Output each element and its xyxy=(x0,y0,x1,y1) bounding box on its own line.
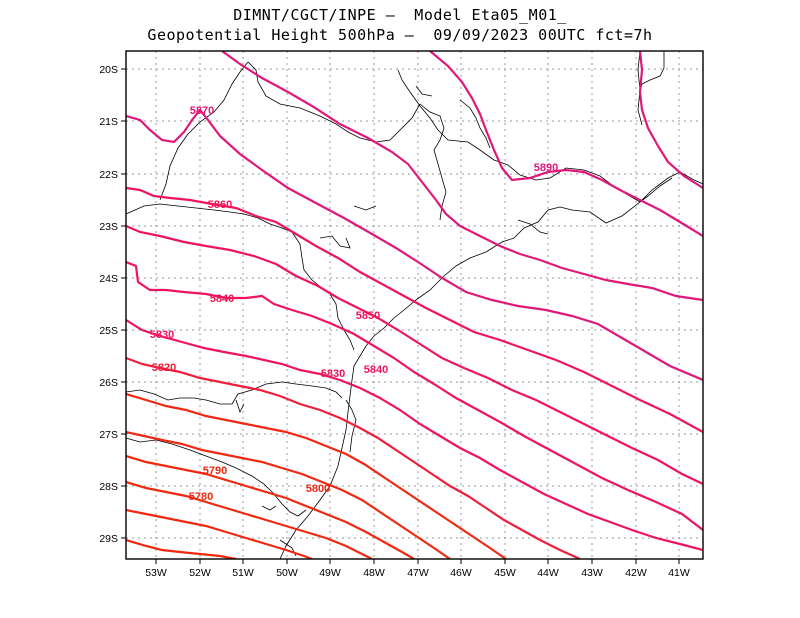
contour-label: 5830 xyxy=(150,329,174,341)
geopotential-contours xyxy=(126,51,703,559)
lat-label: 24S xyxy=(99,273,118,285)
map-title-line-1: DIMNT/CGCT/INPE – Model Eta05_M01_ xyxy=(233,6,567,24)
contour-label: 5860 xyxy=(208,199,232,211)
contour-label: 5890 xyxy=(534,162,558,174)
lon-label: 51W xyxy=(232,567,254,579)
lon-label: 45W xyxy=(494,567,516,579)
contour-label: 5840 xyxy=(210,293,234,305)
contour-5840 xyxy=(126,260,703,531)
lat-label: 28S xyxy=(99,481,118,493)
lon-label: 47W xyxy=(407,567,429,579)
contour-label: 5800 xyxy=(306,483,330,495)
contour-5830 xyxy=(126,319,703,552)
lon-label: 52W xyxy=(189,567,211,579)
lon-label: 49W xyxy=(319,567,341,579)
contour-5880 xyxy=(221,51,703,302)
lon-label: 42W xyxy=(625,567,647,579)
contour-label: 5830 xyxy=(321,368,345,380)
contour-labels: 5870 5860 5840 5830 5820 5850 5830 5840 … xyxy=(150,105,558,503)
contour-5760 xyxy=(126,538,237,559)
lon-label: 48W xyxy=(363,567,385,579)
lat-label: 25S xyxy=(99,325,118,337)
lat-label: 29S xyxy=(99,533,118,545)
lon-label: 43W xyxy=(581,567,603,579)
contour-5800 xyxy=(126,430,451,559)
contour-label: 5820 xyxy=(152,362,176,374)
lat-label: 21S xyxy=(99,116,118,128)
lat-label: 20S xyxy=(99,64,118,76)
lat-label: 26S xyxy=(99,377,118,389)
lon-label: 46W xyxy=(450,567,472,579)
contour-5890-west xyxy=(429,51,703,237)
lat-label: 22S xyxy=(99,169,118,181)
contour-5780 xyxy=(126,480,373,559)
contour-label: 5850 xyxy=(356,310,380,322)
contour-5790 xyxy=(126,454,415,559)
latitude-labels: 20S 21S 22S 23S 24S 25S 26S 27S 28S 29S xyxy=(99,64,118,545)
contour-5810 xyxy=(126,392,507,559)
contour-5890-east xyxy=(638,51,703,189)
lon-label: 41W xyxy=(668,567,690,579)
lat-label: 27S xyxy=(99,429,118,441)
contour-5860 xyxy=(126,186,703,433)
lon-label: 50W xyxy=(276,567,298,579)
contour-label: 5780 xyxy=(189,491,213,503)
contour-5850 xyxy=(126,224,703,485)
lat-label: 23S xyxy=(99,221,118,233)
map-frame xyxy=(125,50,704,560)
map-title-line-2: Geopotential Height 500hPa – 09/09/2023 … xyxy=(147,26,653,44)
contour-label: 5840 xyxy=(364,364,388,376)
contour-5770 xyxy=(126,508,313,559)
contour-5870 xyxy=(126,108,703,382)
contour-label: 5870 xyxy=(190,105,214,117)
contour-label: 5790 xyxy=(203,465,227,477)
lon-label: 53W xyxy=(145,567,167,579)
lon-label: 44W xyxy=(537,567,559,579)
longitude-labels: 53W 52W 51W 50W 49W 48W 47W 46W 45W 44W … xyxy=(145,567,690,579)
axis-ticks xyxy=(121,68,680,564)
contour-5820 xyxy=(126,356,581,559)
